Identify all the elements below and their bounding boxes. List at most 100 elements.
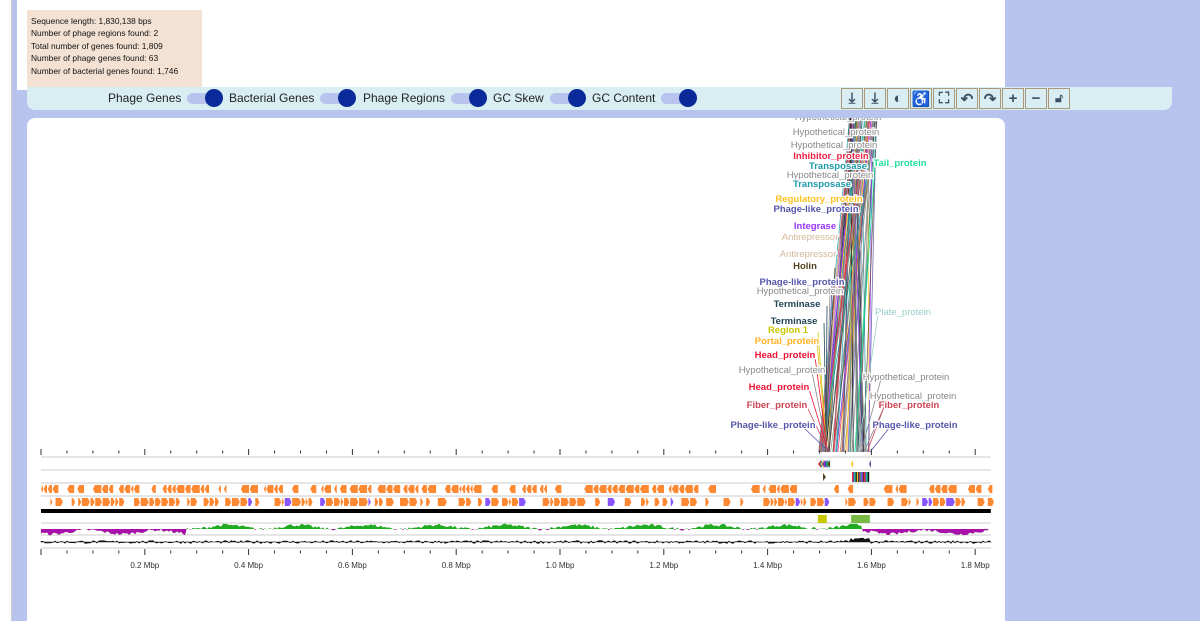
toggle-bacterial-genes[interactable]: Bacterial Genes <box>229 88 357 107</box>
gene-label[interactable]: Hypothetical_protein <box>789 139 878 153</box>
bacterial-gene <box>426 498 431 506</box>
download-icon[interactable]: ⤓ <box>841 88 863 109</box>
bacterial-gene <box>478 498 483 506</box>
gene-label[interactable]: Phage-like_protein <box>772 203 860 217</box>
label-connector <box>802 426 830 453</box>
toggle-label: Phage Genes <box>108 91 182 105</box>
gene-label[interactable]: Phage-like_protein <box>758 276 846 290</box>
bacterial-gene <box>340 498 344 506</box>
gene-label[interactable]: Region 1 <box>767 324 810 338</box>
bacterial-gene <box>509 485 516 493</box>
gene-label[interactable]: Holin <box>792 260 818 274</box>
redo-icon[interactable]: ↷ <box>979 88 1001 109</box>
bacterial-gene <box>916 498 920 506</box>
gene-label[interactable]: Tail_protein <box>872 157 928 171</box>
bacterial-gene <box>777 498 785 506</box>
gene-label[interactable]: Antirepressor <box>779 248 838 262</box>
label-connector <box>814 356 828 453</box>
gene-label[interactable]: Phage-like_protein <box>871 419 959 433</box>
gene-label[interactable]: Phage-like_protein <box>729 419 817 433</box>
toggle-switch[interactable] <box>320 88 357 107</box>
gene-label[interactable]: Plate_protein <box>874 306 932 320</box>
toggle-phage-genes[interactable]: Phage Genes <box>108 88 224 107</box>
gene-label[interactable]: Terminase <box>769 315 818 329</box>
bacterial-gene <box>339 485 347 493</box>
bacterial-gene <box>41 485 44 493</box>
genome-map[interactable]: Hypothetical_proteinHypothetical_protein… <box>27 118 1005 621</box>
gene-label[interactable]: Head_protein <box>753 349 816 363</box>
undo-icon[interactable]: ↶ <box>956 88 978 109</box>
toggle-gc-content[interactable]: GC Content <box>592 88 698 107</box>
toggle-switch[interactable] <box>187 88 224 107</box>
gene-label[interactable]: Hypothetical_protein <box>868 390 957 404</box>
bacterial-gene <box>646 498 649 506</box>
gene-label[interactable]: Fiber_protein <box>877 399 940 413</box>
axis-tick-label: 0.4 Mbp <box>234 561 263 570</box>
bacterial-gene <box>310 485 317 493</box>
bacterial-gene <box>420 498 424 506</box>
summary-box: Sequence length: 1,830,138 bps Number of… <box>27 10 202 88</box>
gene-label[interactable]: Head_protein <box>747 381 810 395</box>
gene-label[interactable]: Inhibitor_protein <box>792 150 870 164</box>
gene-label[interactable]: Hypothetical_protein <box>793 118 882 124</box>
bacterial-gene <box>151 485 156 493</box>
bacterial-gene <box>215 498 219 506</box>
bacterial-gene <box>334 485 337 493</box>
bacterial-gene <box>249 485 258 493</box>
fullscreen-icon[interactable]: ⛶ <box>933 88 955 109</box>
gene-label[interactable]: Hypothetical_protein <box>755 285 844 299</box>
gene-label[interactable]: Fiber_protein <box>745 399 808 413</box>
color-blind-icon[interactable]: ♿ <box>910 88 932 109</box>
gene-label[interactable]: Transposase <box>808 160 869 174</box>
bacterial-gene <box>155 498 161 506</box>
bacterial-gene <box>908 498 911 506</box>
bacterial-gene <box>393 485 401 493</box>
label-connector <box>823 322 827 453</box>
bacterial-gene <box>845 498 848 506</box>
toggle-switch[interactable] <box>661 88 698 107</box>
gene-label[interactable]: Regulatory_protein <box>774 193 864 207</box>
bacterial-gene <box>929 485 935 493</box>
gene-label[interactable]: Hypothetical_protein <box>791 126 880 140</box>
bacterial-gene <box>705 498 709 506</box>
bacterial-gene <box>641 498 646 506</box>
axis-tick-label: 1.6 Mbp <box>857 561 886 570</box>
bacterial-gene <box>374 498 379 506</box>
toggle-phage-regions[interactable]: Phage Regions <box>363 88 488 107</box>
zoom-in-icon[interactable]: + <box>1002 88 1024 109</box>
contrast-icon[interactable]: ◐ <box>887 88 909 109</box>
gene-label[interactable]: Portal_protein <box>754 335 821 349</box>
download-alt-icon[interactable]: ⤓ <box>864 88 886 109</box>
gene-label[interactable]: Antirepressor <box>781 231 840 245</box>
bacterial-gene <box>780 485 789 493</box>
bacterial-gene <box>78 498 82 506</box>
gene-label[interactable]: Hypothetical_protein <box>737 364 826 378</box>
bacterial-gene <box>671 485 679 493</box>
bacterial-gene <box>43 485 48 493</box>
bacterial-gene <box>612 485 618 493</box>
toggle-switch[interactable] <box>549 88 586 107</box>
toggle-gc-skew[interactable]: GC Skew <box>493 88 586 107</box>
gene-label[interactable]: Hypothetical_protein <box>861 371 950 385</box>
bacterial-gene <box>118 485 124 493</box>
gene-label[interactable]: Terminase <box>772 298 821 312</box>
bacterial-gene <box>161 498 169 506</box>
bacterial-gene <box>67 485 75 493</box>
bacterial-gene <box>409 498 418 506</box>
bacterial-gene <box>461 485 466 493</box>
lock-icon[interactable]: 🔓︎ <box>1048 88 1070 109</box>
gene-label[interactable]: Transposase <box>792 178 853 192</box>
bacterial-gene <box>377 485 386 493</box>
bacterial-gene <box>595 498 601 506</box>
bacterial-gene <box>466 498 472 506</box>
bacterial-gene <box>593 485 599 493</box>
gene-label[interactable]: Hypothetical_protein <box>785 169 874 183</box>
genome-viewer[interactable]: Hypothetical_protein Hypothetical_protein… <box>27 118 1005 621</box>
bacterial-gene <box>768 485 777 493</box>
bacterial-gene <box>607 485 612 493</box>
toggle-switch[interactable] <box>451 88 488 107</box>
phage-gene <box>858 472 860 482</box>
bacterial-gene <box>209 498 215 506</box>
zoom-out-icon[interactable]: − <box>1025 88 1047 109</box>
gene-label[interactable]: Integrase <box>793 220 838 234</box>
